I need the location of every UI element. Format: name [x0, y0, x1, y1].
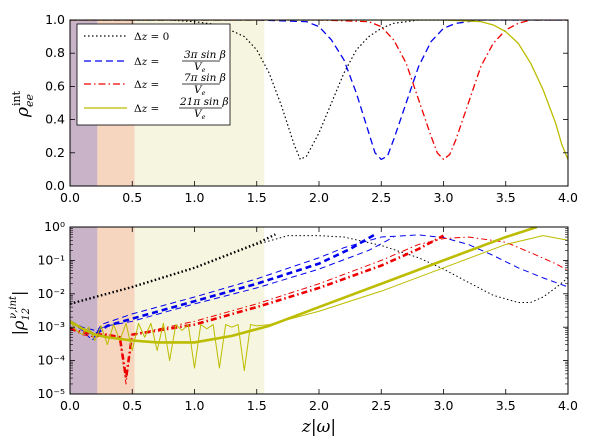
top-x-tick-label: 2.5: [371, 190, 391, 205]
top-y-axis-label: ρeeint: [10, 90, 36, 118]
bottom-y-tick-label: 10⁻⁵: [37, 386, 65, 401]
top-x-tick-label: 1.0: [185, 190, 205, 205]
legend-label-dz-7pi: Δz =: [134, 79, 159, 91]
top-x-tick-label: 4.0: [558, 190, 578, 205]
bottom-x-tick-label: 1.0: [185, 398, 205, 413]
top-y-tick-label: 0.6: [45, 78, 65, 93]
top-y-label-sup: int: [10, 90, 23, 106]
top-y-tick-label: 0.0: [45, 178, 65, 193]
top-x-tick-label: 1.5: [247, 190, 267, 205]
top-x-ticks: 0.0 0.5 1.0 1.5 2.0 2.5 3.0 3.5 4.0: [60, 20, 578, 205]
top-y-tick-label: 0.2: [45, 145, 65, 160]
legend-label-dz-3pi: Δz =: [134, 56, 159, 68]
bottom-shade-1: [97, 227, 135, 394]
bottom-x-ticks: 0.0 0.5 1.0 1.5 2.0 2.5 3.0 3.5 4.0: [60, 227, 578, 413]
top-y-label-sub: ee: [23, 94, 36, 108]
bottom-series-line-7: [70, 235, 568, 372]
legend-frac-den-3pi: Ve: [194, 61, 206, 74]
bottom-shade-0: [70, 227, 98, 394]
legend-frac-num-21pi: 21π sin β: [179, 96, 229, 108]
bottom-series-line-0: [70, 235, 568, 305]
bottom-y-ticks: 10⁻⁵ 10⁻⁴ 10⁻³ 10⁻² 10⁻¹ 10⁰: [37, 219, 568, 401]
top-series-line-1: [70, 20, 568, 161]
legend-label-dz-0: Δz = 0: [134, 31, 169, 43]
top-y-ticks: 0.0 0.2 0.4 0.6 0.8 1.0: [45, 12, 568, 193]
bottom-shaded-regions: [70, 227, 265, 394]
bottom-panel: 0.0 0.5 1.0 1.5 2.0 2.5 3.0 3.5 4.0 10⁻⁵ 10⁻⁴ 10⁻³…: [8, 219, 578, 437]
top-x-tick-label: 3.0: [434, 190, 454, 205]
legend-frac-den-21pi: Ve: [194, 108, 206, 121]
bottom-x-tick-label: 4.0: [558, 398, 578, 413]
bottom-series-line-4: [70, 236, 394, 331]
bottom-series-line-8: [70, 227, 538, 344]
bottom-series-group: [70, 227, 568, 385]
legend-frac-den-7pi: Ve: [194, 84, 206, 97]
bottom-y-tick-label: 10⁻⁴: [37, 353, 65, 368]
bottom-y-tick-label: 10⁻³: [37, 319, 65, 334]
bottom-shade-2: [134, 227, 265, 394]
bottom-x-tick-label: 3.5: [496, 398, 516, 413]
top-x-tick-label: 3.5: [496, 190, 516, 205]
top-y-tick-label: 1.0: [45, 12, 65, 27]
top-panel: 0.0 0.5 1.0 1.5 2.0 2.5 3.0 3.5 4.0 0.0 0.2 0.4 0.6…: [10, 12, 578, 205]
top-series-line-2: [70, 20, 568, 161]
bottom-x-tick-label: 0.0: [60, 398, 80, 413]
bottom-series-line-2: [70, 234, 568, 341]
bottom-y-tick-label: 10⁻²: [37, 286, 65, 301]
legend-frac-num-3pi: 3π sin β: [184, 49, 226, 61]
bottom-x-tick-label: 1.5: [247, 398, 267, 413]
top-x-tick-label: 0.5: [122, 190, 142, 205]
legend-frac-num-7pi: 7π sin β: [184, 72, 226, 84]
bottom-x-tick-label: 3.0: [434, 398, 454, 413]
bottom-x-tick-label: 2.5: [371, 398, 391, 413]
bottom-series-line-6: [70, 234, 445, 380]
bottom-y-axis-label: |ρ12ν,int|: [8, 291, 32, 336]
x-axis-label: z|ω|: [301, 417, 336, 437]
top-y-tick-label: 0.4: [45, 112, 65, 127]
top-x-tick-label: 2.0: [309, 190, 329, 205]
bottom-x-tick-label: 2.0: [309, 398, 329, 413]
top-series-line-3: [70, 20, 568, 160]
top-y-tick-label: 0.8: [45, 45, 65, 60]
legend-label-dz-21pi: Δz =: [134, 103, 159, 115]
bottom-y-tick-label: 10⁻¹: [37, 252, 65, 267]
legend: Δz = 0 Δz = 3π sin β Ve Δz = 7π sin β Ve…: [76, 23, 231, 126]
bottom-y-tick-label: 10⁰: [44, 219, 65, 234]
bottom-x-tick-label: 0.5: [122, 398, 142, 413]
top-x-tick-label: 0.0: [60, 190, 80, 205]
